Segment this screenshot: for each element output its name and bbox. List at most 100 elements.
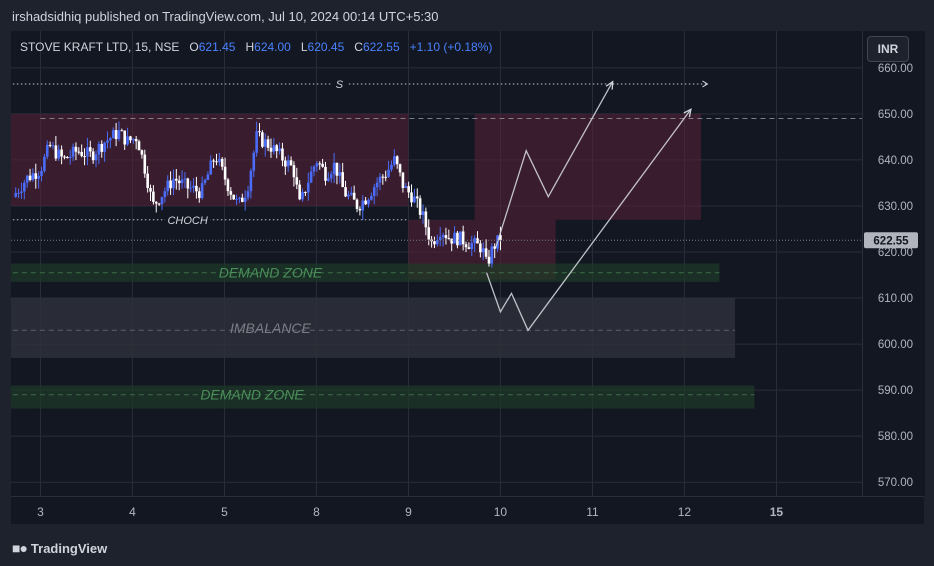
candle-body (209, 160, 213, 175)
candle-body (438, 236, 442, 240)
close-label: C (354, 40, 363, 54)
close-value: 622.55 (362, 40, 400, 54)
candle-body (421, 211, 425, 215)
candle-body (364, 200, 367, 205)
candle-body (332, 162, 336, 175)
candle-body (401, 172, 405, 188)
candle-body (106, 140, 109, 143)
candle-body (146, 173, 149, 189)
candle-body (450, 238, 453, 244)
candle-body (143, 154, 147, 174)
candle-body (358, 208, 362, 211)
candle-body (100, 143, 104, 152)
candle-body (335, 162, 339, 176)
candle-body (117, 130, 121, 140)
tradingview-logo-icon: ■● (12, 540, 28, 556)
candle-body (341, 172, 344, 188)
candle-body (111, 130, 115, 139)
price-tick-label: 580.00 (878, 431, 913, 443)
candle-body (404, 186, 408, 188)
candle-body (453, 232, 456, 244)
candle-body (60, 149, 63, 157)
candle-body (71, 146, 75, 157)
candle-body (473, 238, 476, 244)
candle-body (327, 178, 330, 181)
candle-body (86, 147, 89, 157)
candle-body (266, 139, 270, 148)
candle-body (218, 158, 221, 163)
candle-body (378, 176, 382, 183)
candle-body (321, 163, 324, 167)
candle-body (381, 176, 385, 178)
candle-body (229, 191, 233, 195)
candle-body (243, 197, 247, 202)
candle-body (367, 199, 370, 205)
tradingview-logo[interactable]: ■● TradingView (12, 540, 107, 556)
currency-button[interactable]: INR (867, 36, 909, 62)
candle-body (315, 163, 319, 167)
candle-body (172, 178, 175, 189)
candle-body (384, 176, 388, 178)
candle-body (281, 148, 284, 161)
candle-body (203, 179, 207, 184)
candle-body (490, 246, 494, 264)
price-tick-label: 600.00 (878, 339, 913, 351)
candle-body (17, 192, 20, 194)
candle-body (395, 156, 399, 165)
candle-body (126, 136, 129, 145)
candle-body (51, 145, 55, 147)
candle-body (263, 139, 267, 147)
demand-zone-label: DEMAND ZONE (219, 265, 323, 281)
high-value: 624.00 (254, 40, 291, 54)
candle-body (306, 182, 310, 193)
candle-body (63, 156, 66, 158)
candle-body (66, 156, 69, 159)
candle-body (152, 191, 155, 202)
candle-body (464, 244, 468, 248)
candle-body (163, 191, 167, 198)
candle-body (415, 196, 419, 199)
time-axis[interactable] (11, 496, 924, 525)
open-value: 621.45 (198, 40, 236, 54)
low-label: L (300, 40, 308, 54)
candle-body (238, 197, 241, 200)
price-axis[interactable] (862, 31, 925, 496)
candle-body (407, 186, 410, 193)
price-tick-label: 630.00 (878, 201, 913, 213)
candle-body (31, 173, 35, 180)
candle-body (304, 191, 307, 193)
price-tick-label: 620.00 (878, 247, 913, 259)
time-tick-label: 5 (221, 505, 228, 519)
candle-body (413, 196, 416, 203)
projection-upper-arrow-arrowhead (605, 80, 614, 90)
candle-body (261, 132, 264, 147)
candle-body (23, 182, 26, 192)
candle-body (20, 191, 23, 193)
symbol-name: STOVE KRAFT LTD, 15, NSE (20, 40, 180, 54)
candle-body (444, 235, 448, 239)
candle-body (94, 154, 98, 161)
candle-body (88, 147, 92, 152)
candle-body (252, 152, 256, 171)
candle-body (129, 136, 132, 141)
candle-body (278, 148, 281, 152)
candle-body (134, 138, 138, 142)
candle-body (186, 178, 190, 189)
candle-body (387, 169, 390, 177)
candle-body (441, 235, 445, 237)
candle-body (470, 243, 474, 250)
candle-body (175, 178, 178, 181)
candle-body (258, 131, 261, 133)
candle-body (180, 179, 184, 184)
demand-zone-label: DEMAND ZONE (200, 387, 304, 403)
candle-body (347, 194, 350, 197)
candle-body (375, 182, 379, 188)
supply-zone (474, 113, 701, 220)
candle-body (240, 197, 244, 202)
tradingview-logo-text: TradingView (30, 540, 108, 556)
candle-body (338, 172, 342, 176)
candle-body (289, 160, 293, 166)
candle-body (74, 146, 78, 152)
price-tick-label: 590.00 (878, 385, 913, 397)
